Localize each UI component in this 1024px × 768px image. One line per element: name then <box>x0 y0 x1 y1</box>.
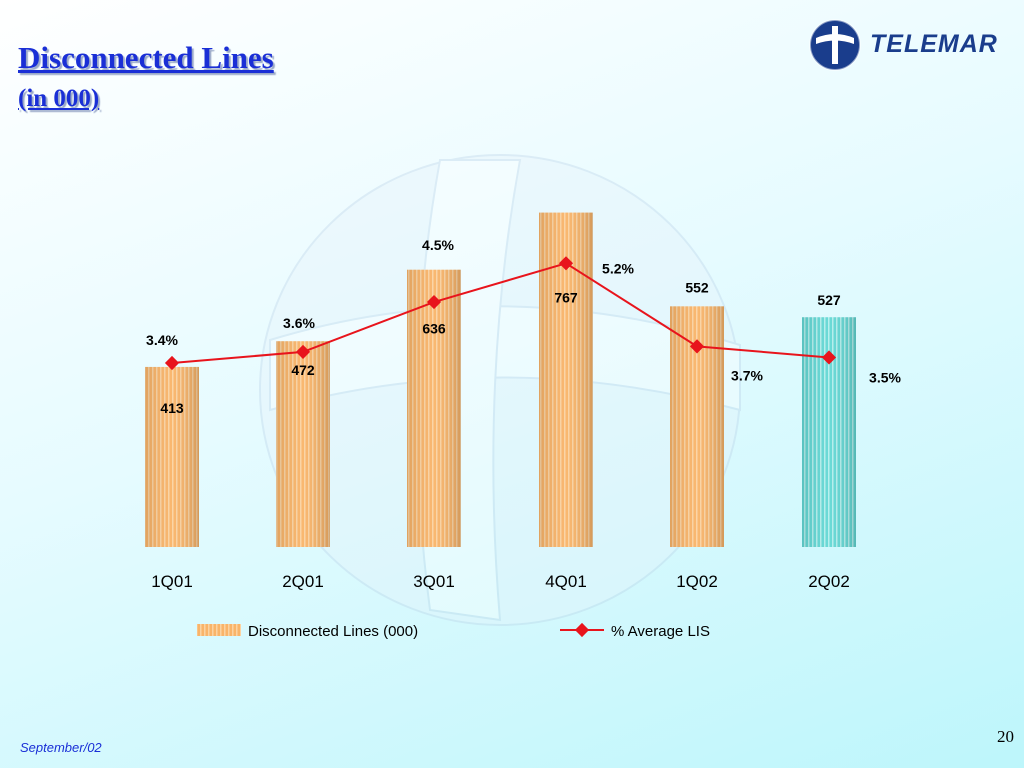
page-number: 20 <box>997 727 1014 746</box>
x-tick-label: 3Q01 <box>413 572 455 591</box>
line-value-label: 4.5% <box>422 237 454 253</box>
globe-watermark <box>259 154 741 626</box>
legend-label-bars: Disconnected Lines (000) <box>248 623 418 640</box>
telemar-logo: TELEMAR <box>806 16 1018 74</box>
line-value-label: 3.6% <box>283 315 315 331</box>
legend-swatch-marker <box>574 622 590 638</box>
avg-lis-point-1q02 <box>689 339 705 354</box>
telemar-globe-icon <box>809 19 861 71</box>
legend-swatch-bars <box>197 624 241 636</box>
avg-lis-point-4q01 <box>558 256 574 271</box>
page-subtitle: (in 000) <box>18 85 100 112</box>
avg-lis-line <box>171 262 830 364</box>
line-value-label: 3.7% <box>731 367 763 383</box>
bar-shade <box>145 366 199 547</box>
line-value-label: 3.4% <box>146 332 178 348</box>
bar-value-label: 472 <box>291 362 315 378</box>
bar-value-label: 527 <box>817 292 841 308</box>
x-tick-label: 4Q01 <box>545 572 587 591</box>
line-value-label: 3.5% <box>869 369 901 385</box>
avg-lis-point-3q01 <box>426 294 442 310</box>
legend-label-line: % Average LIS <box>611 623 710 640</box>
avg-lis-point-2q01 <box>295 344 311 359</box>
bar-shade <box>407 269 461 547</box>
x-tick-label: 2Q01 <box>282 572 324 591</box>
x-tick-label: 1Q02 <box>676 572 718 591</box>
bar-value-label: 767 <box>554 290 578 306</box>
line-value-label: 5.2% <box>602 260 634 276</box>
avg-lis-point-1q01 <box>164 355 180 371</box>
bar-shade <box>276 341 330 547</box>
bar-value-label: 413 <box>160 400 184 416</box>
avg-lis-point-2q02 <box>821 350 837 365</box>
page-title: Disconnected Lines <box>18 40 274 75</box>
x-tick-label: 2Q02 <box>808 572 850 591</box>
bar-value-label: 636 <box>422 321 446 337</box>
x-tick-label: 1Q01 <box>151 572 193 591</box>
logo-text: TELEMAR <box>870 30 998 58</box>
bar-value-label: 552 <box>685 279 709 295</box>
footer-date: September/02 <box>20 740 102 755</box>
